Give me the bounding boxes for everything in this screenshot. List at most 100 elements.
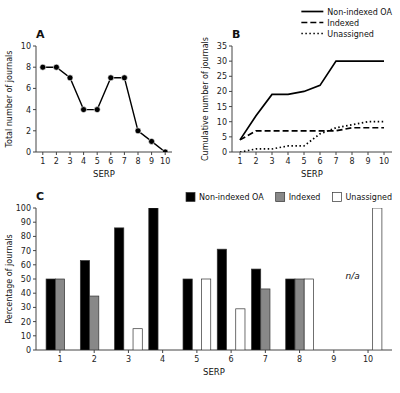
x-tick [124, 152, 125, 155]
x-tick [151, 152, 152, 155]
bar [236, 309, 245, 350]
y-tick [33, 236, 36, 237]
y-tick [33, 264, 36, 265]
bar [270, 350, 279, 351]
y-tick [33, 130, 36, 131]
x-tick [97, 152, 98, 155]
panel-title: B [232, 28, 240, 41]
y-tick [229, 61, 232, 62]
bar [167, 350, 176, 351]
y-tick [229, 106, 232, 107]
marker [108, 75, 114, 81]
x-tick [256, 152, 257, 155]
x-tick-label: 7 [333, 157, 338, 166]
y-axis-label: Cumulative number of journals [201, 37, 210, 161]
x-tick-label: 9 [331, 355, 336, 364]
x-tick [384, 152, 385, 155]
x-tick [110, 152, 111, 155]
x-tick [320, 152, 321, 155]
x-tick-label: 4 [81, 157, 86, 166]
plot-area [240, 61, 384, 152]
y-tick [33, 321, 36, 322]
x-tick [368, 152, 369, 155]
bar [80, 261, 89, 350]
x-tick [83, 152, 84, 155]
x-tick-label: 8 [297, 355, 302, 364]
bar [133, 329, 142, 350]
y-tick-label: 10 [21, 42, 31, 51]
marker [135, 128, 141, 134]
y-tick [33, 46, 36, 47]
y-axis-label: Total number of journals [5, 51, 14, 149]
x-tick-label: 4 [285, 157, 290, 166]
x-tick-label: 7 [122, 157, 127, 166]
x-tick-label: 3 [67, 157, 72, 166]
figure: 123456789100246810SERPTotal number of jo… [0, 0, 400, 393]
bar [55, 279, 64, 350]
x-tick [42, 152, 43, 155]
x-tick-label: 2 [54, 157, 59, 166]
legend: Non-indexed OAIndexedUnassigned [186, 193, 392, 203]
bar [124, 350, 133, 351]
legend-swatch [186, 193, 195, 202]
y-tick-label: 6 [26, 84, 31, 93]
y-tick-label: 25 [217, 72, 227, 81]
x-tick-label: 10 [379, 157, 389, 166]
y-tick-label: 100 [16, 204, 31, 213]
y-tick-label: 60 [21, 261, 31, 270]
x-tick [56, 152, 57, 155]
legend-label: Indexed [327, 19, 359, 28]
y-tick [33, 307, 36, 308]
bar [251, 269, 260, 350]
marker [94, 107, 100, 113]
x-tick [265, 350, 266, 353]
legend-label: Unassigned [345, 193, 392, 202]
bar [202, 279, 211, 350]
y-tick [229, 136, 232, 137]
y-tick-label: 0 [26, 148, 31, 157]
y-tick [33, 208, 36, 209]
panel: 123456789100102030405060708090100SERPPer… [5, 190, 392, 377]
bar [183, 279, 192, 350]
y-tick-label: 4 [26, 106, 31, 115]
y-tick-label: 80 [21, 232, 31, 241]
bar [261, 289, 270, 350]
y-tick [229, 76, 232, 77]
y-tick-label: 70 [21, 247, 31, 256]
x-tick-label: 8 [135, 157, 140, 166]
x-tick [231, 350, 232, 353]
y-tick-label: 40 [21, 289, 31, 298]
panel: 123456789100246810SERPTotal number of jo… [5, 28, 172, 179]
bar [65, 350, 74, 351]
legend-swatch [301, 33, 323, 35]
legend-label: Non-indexed OA [199, 193, 264, 202]
y-tick-label: 15 [217, 103, 227, 112]
x-tick-label: 1 [57, 355, 62, 364]
y-tick [33, 222, 36, 223]
x-tick-label: 6 [317, 157, 322, 166]
x-tick-label: 6 [108, 157, 113, 166]
x-tick [304, 152, 305, 155]
x-tick-label: 5 [194, 355, 199, 364]
bar [192, 350, 201, 351]
y-tick [33, 335, 36, 336]
annotation: n/a [346, 271, 360, 281]
x-tick [272, 152, 273, 155]
y-tick [229, 91, 232, 92]
x-tick-label: 5 [301, 157, 306, 166]
panel-title: A [36, 28, 45, 41]
y-tick-label: 5 [222, 133, 227, 142]
x-tick-label: 10 [160, 157, 170, 166]
line [43, 67, 165, 152]
x-tick-label: 2 [253, 157, 258, 166]
bar [338, 350, 347, 351]
y-tick [229, 46, 232, 47]
x-tick-label: 1 [40, 157, 45, 166]
legend: Non-indexed OAIndexedUnassigned [301, 8, 392, 39]
y-tick [33, 279, 36, 280]
marker [40, 64, 46, 70]
legend-swatch [301, 11, 323, 13]
x-tick [352, 152, 353, 155]
plot-area [46, 208, 382, 350]
legend-swatch [332, 193, 341, 202]
